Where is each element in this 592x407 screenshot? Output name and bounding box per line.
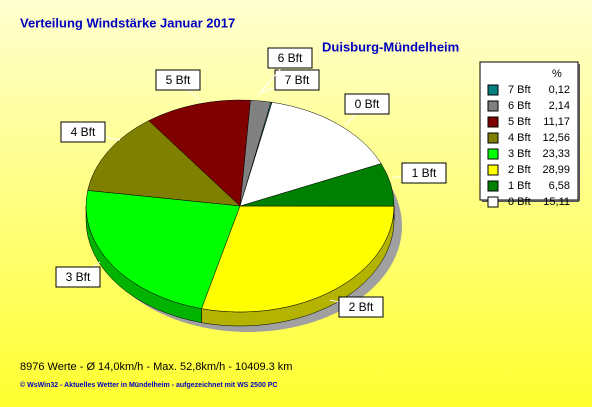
legend-swatch: [487, 84, 499, 96]
legend-value: 6,58: [549, 180, 570, 192]
legend-swatch: [487, 164, 499, 176]
slice-label: 1 Bft: [412, 166, 437, 180]
label-box: [267, 47, 313, 69]
chart-title: Verteilung Windstärke Januar 2017: [20, 15, 235, 30]
slice-label: 0 Bft: [355, 97, 380, 111]
legend-label: 7 Bft: [508, 84, 531, 96]
label-box: [344, 93, 390, 115]
pie-slice: [85, 190, 241, 309]
legend-value: 28,99: [542, 164, 570, 176]
legend-label: 1 Bft: [508, 180, 531, 192]
pie-slice: [201, 205, 395, 313]
legend-label: 0 Bft: [508, 196, 531, 208]
slice-label: 6 Bft: [278, 51, 303, 65]
legend-swatch: [487, 100, 499, 112]
legend-swatch: [487, 180, 499, 192]
pie-slice: [148, 99, 251, 207]
pie-slice: [239, 102, 382, 207]
slice-label: 2 Bft: [349, 300, 374, 314]
slice-label: 5 Bft: [166, 73, 191, 87]
legend-value: 12,56: [542, 132, 570, 144]
label-box: [60, 121, 106, 143]
chart-subtitle: Duisburg-Mündelheim: [322, 39, 459, 54]
label-box: [274, 69, 320, 91]
legend-header: %: [552, 68, 562, 80]
label-box: [338, 296, 384, 318]
legend-value: 23,33: [542, 148, 570, 160]
legend-label: 5 Bft: [508, 116, 531, 128]
slice-label: 4 Bft: [71, 125, 96, 139]
legend-label: 3 Bft: [508, 148, 531, 160]
legend-swatch: [487, 148, 499, 160]
legend-value: 2,14: [549, 100, 570, 112]
label-box: [401, 162, 447, 184]
pie-slice: [87, 120, 241, 207]
footer: 8976 Werte - Ø 14,0km/h - Max. 52,8km/h …: [20, 361, 292, 373]
legend-swatch: [487, 116, 499, 128]
legend-value: 15,11: [543, 196, 570, 208]
label-box: [55, 266, 101, 288]
legend-swatch: [487, 196, 499, 208]
legend-label: 2 Bft: [508, 164, 531, 176]
legend-label: 6 Bft: [508, 100, 531, 112]
legend-swatch: [487, 132, 499, 144]
legend-value: 11,17: [543, 116, 570, 128]
legend-label: 4 Bft: [508, 132, 531, 144]
credit: © WsWin32 - Aktuelles Wetter in Mündelhe…: [20, 381, 278, 389]
label-box: [155, 69, 201, 91]
slice-label: 3 Bft: [66, 270, 91, 284]
legend-value: 0,12: [549, 84, 570, 96]
slice-label: 7 Bft: [285, 73, 310, 87]
